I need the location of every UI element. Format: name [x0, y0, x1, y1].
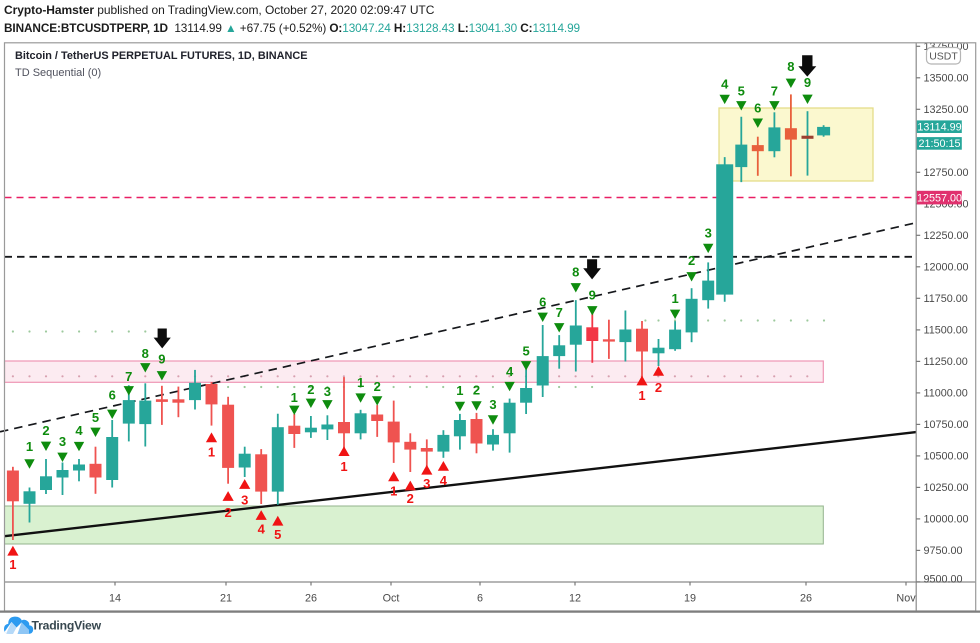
svg-text:1: 1 [9, 557, 16, 572]
svg-text:4: 4 [75, 423, 83, 438]
svg-text:10000.00: 10000.00 [924, 514, 969, 526]
svg-text:1: 1 [390, 484, 397, 499]
svg-text:1: 1 [26, 439, 33, 454]
svg-text:6: 6 [539, 295, 546, 310]
svg-text:2: 2 [374, 379, 381, 394]
svg-text:8: 8 [142, 346, 149, 361]
svg-text:5: 5 [522, 344, 529, 359]
svg-text:5: 5 [738, 83, 745, 98]
svg-text:2: 2 [655, 380, 662, 395]
svg-text:4: 4 [258, 522, 266, 537]
svg-text:1: 1 [638, 388, 645, 403]
svg-text:3: 3 [705, 225, 712, 240]
svg-text:4: 4 [440, 473, 448, 488]
svg-text:7: 7 [556, 305, 563, 320]
svg-text:11000.00: 11000.00 [924, 388, 968, 400]
svg-text:2: 2 [407, 491, 414, 506]
svg-text:2: 2 [688, 253, 695, 268]
svg-text:1: 1 [208, 445, 215, 460]
svg-text:3: 3 [423, 476, 430, 491]
svg-text:21: 21 [220, 593, 232, 605]
svg-text:12: 12 [569, 593, 581, 605]
svg-text:2: 2 [42, 423, 49, 438]
svg-text:6: 6 [754, 100, 761, 115]
svg-text:13250.00: 13250.00 [924, 104, 969, 116]
svg-text:12000.00: 12000.00 [924, 262, 969, 274]
svg-text:Oct: Oct [383, 593, 400, 605]
svg-text:3: 3 [59, 434, 66, 449]
svg-text:4: 4 [506, 364, 514, 379]
svg-text:9: 9 [158, 352, 165, 367]
svg-text:12557.00: 12557.00 [917, 192, 962, 204]
svg-text:9500.00: 9500.00 [924, 573, 963, 585]
svg-text:26: 26 [305, 593, 317, 605]
svg-text:3: 3 [324, 384, 331, 399]
svg-text:13114.99: 13114.99 [917, 121, 961, 133]
svg-text:21:50:15: 21:50:15 [918, 138, 960, 150]
svg-text:9: 9 [589, 288, 596, 303]
svg-text:9750.00: 9750.00 [924, 545, 963, 557]
svg-text:9: 9 [804, 75, 811, 90]
svg-text:10500.00: 10500.00 [924, 451, 969, 463]
svg-text:Nov: Nov [896, 593, 916, 605]
svg-text:10250.00: 10250.00 [924, 482, 969, 494]
svg-text:3: 3 [241, 493, 248, 508]
svg-text:1: 1 [456, 383, 463, 398]
svg-text:7: 7 [771, 83, 778, 98]
svg-text:USDT: USDT [929, 50, 958, 62]
svg-text:3: 3 [489, 397, 496, 412]
svg-text:TradingView: TradingView [32, 619, 102, 633]
svg-text:11750.00: 11750.00 [924, 293, 968, 305]
svg-text:12750.00: 12750.00 [924, 167, 969, 179]
svg-text:19: 19 [684, 593, 696, 605]
svg-text:6: 6 [477, 593, 483, 605]
svg-text:4: 4 [721, 77, 729, 92]
svg-text:1: 1 [357, 375, 364, 390]
svg-text:11500.00: 11500.00 [924, 325, 968, 337]
svg-text:7: 7 [125, 369, 132, 384]
svg-text:5: 5 [274, 527, 281, 542]
svg-text:10750.00: 10750.00 [924, 419, 969, 431]
svg-text:2: 2 [473, 382, 480, 397]
svg-text:2: 2 [224, 505, 231, 520]
svg-text:1: 1 [291, 390, 298, 405]
svg-text:1: 1 [671, 291, 678, 306]
svg-text:6: 6 [109, 388, 116, 403]
svg-text:8: 8 [787, 59, 794, 74]
svg-text:13500.00: 13500.00 [924, 73, 969, 85]
svg-text:2: 2 [307, 382, 314, 397]
svg-text:1: 1 [340, 459, 347, 474]
svg-text:11250.00: 11250.00 [924, 356, 968, 368]
svg-text:8: 8 [572, 265, 579, 280]
svg-text:5: 5 [92, 410, 99, 425]
svg-text:14: 14 [109, 593, 121, 605]
svg-text:12250.00: 12250.00 [924, 230, 969, 242]
svg-text:26: 26 [800, 593, 812, 605]
